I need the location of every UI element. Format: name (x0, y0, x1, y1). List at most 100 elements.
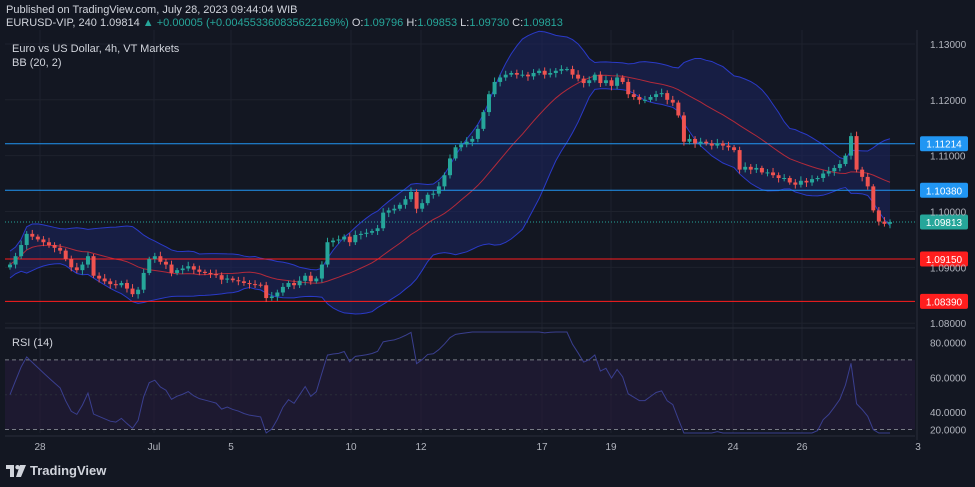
ohlc-legend: EURUSD-VIP, 240 1.09814 ▲ +0.00005 (+0.0… (6, 17, 563, 29)
candle-119 (670, 99, 675, 103)
candle-73 (414, 191, 419, 209)
candle-127 (715, 143, 720, 146)
candle-157 (882, 221, 887, 224)
candle-140 (787, 178, 792, 183)
rsi-tick-label-3: 20.0000 (930, 426, 967, 437)
candle-66 (375, 228, 380, 232)
x-tick-label-7: 24 (727, 442, 739, 453)
candle-80 (453, 147, 458, 159)
candle-135 (759, 167, 764, 173)
candle-154 (865, 176, 870, 187)
candles-layer (8, 65, 892, 302)
candle-132 (743, 166, 748, 170)
candle-21 (124, 282, 129, 289)
candle-86 (486, 94, 491, 113)
candle-149 (837, 164, 842, 168)
candle-52 (297, 280, 302, 286)
rsi-indicator-label[interactable]: RSI (14) (12, 337, 53, 349)
candle-76 (431, 193, 436, 195)
candle-53 (303, 275, 308, 281)
rsi-panel (5, 327, 915, 434)
candle-65 (370, 231, 375, 233)
candle-38 (219, 275, 224, 280)
candle-26 (152, 256, 157, 259)
candle-120 (676, 102, 681, 116)
candle-14 (85, 256, 90, 265)
last-price-value: 1.09814 (99, 17, 140, 29)
x-tick-label-3: 10 (345, 442, 357, 453)
x-tick-label-6: 19 (605, 442, 617, 453)
low-value: 1.09730 (469, 17, 510, 29)
y-tick-label-3: 1.10000 (930, 208, 967, 219)
candle-106 (598, 74, 603, 84)
bb-indicator-label[interactable]: BB (20, 2) (12, 57, 62, 69)
candle-136 (765, 172, 770, 174)
candle-94 (531, 73, 536, 77)
candle-144 (810, 179, 815, 183)
candle-0 (8, 264, 12, 268)
candle-129 (726, 145, 731, 148)
candle-17 (102, 278, 107, 282)
candle-62 (353, 234, 358, 243)
x-tick-label-9: 3 (915, 442, 921, 453)
candle-24 (141, 272, 146, 290)
candle-121 (681, 115, 686, 142)
candle-118 (665, 93, 670, 100)
candle-82 (464, 141, 469, 145)
candle-89 (503, 74, 508, 78)
candle-47 (269, 296, 274, 299)
candle-95 (537, 70, 542, 74)
level-badge-1 (920, 182, 968, 198)
candle-152 (854, 136, 859, 170)
rsi-tick-label-2: 40.0000 (930, 408, 967, 419)
candle-30 (175, 270, 180, 273)
candle-64 (364, 232, 369, 234)
candle-131 (737, 150, 742, 170)
candle-84 (475, 128, 480, 139)
candle-58 (331, 240, 336, 243)
candle-107 (603, 80, 608, 84)
candle-27 (158, 256, 163, 262)
last-price-label: 1.09813 (926, 218, 963, 229)
candle-114 (642, 99, 647, 101)
candle-155 (871, 186, 876, 211)
candle-100 (564, 69, 569, 71)
horizontal-levels: 1.11214 1.10380 1.09150 1.08390 1.09813 (5, 136, 968, 309)
candle-97 (548, 73, 553, 75)
candle-12 (74, 267, 79, 271)
level-label-0: 1.11214 (926, 140, 962, 151)
candle-25 (147, 258, 152, 273)
level-label-1: 1.10380 (926, 186, 963, 197)
candle-125 (704, 141, 709, 144)
level-badge-2 (920, 251, 968, 267)
candle-39 (225, 278, 230, 280)
candle-3 (24, 233, 29, 246)
candle-36 (208, 272, 213, 275)
logo-text: TradingView (30, 463, 107, 478)
candle-61 (347, 236, 352, 243)
candle-102 (576, 74, 581, 79)
candle-32 (186, 266, 191, 269)
change-value: ▲ +0.00005 (+0.004553360835622169%) (142, 17, 349, 29)
tradingview-logo-icon (6, 464, 26, 477)
rsi-line (9, 331, 890, 434)
candle-67 (381, 212, 386, 229)
candle-87 (492, 81, 497, 95)
candle-139 (782, 178, 787, 179)
candle-41 (236, 280, 241, 282)
candle-98 (553, 70, 558, 74)
bb-lower-band (9, 88, 891, 315)
candle-91 (514, 73, 519, 75)
candle-20 (119, 282, 124, 286)
candle-33 (191, 266, 196, 270)
candle-142 (798, 180, 803, 185)
candle-70 (397, 204, 402, 209)
candle-11 (69, 258, 74, 268)
candle-150 (843, 155, 848, 165)
candle-126 (709, 143, 714, 146)
candle-1 (13, 256, 18, 265)
rsi-tick-label-0: 80.0000 (930, 338, 967, 349)
symbol-description[interactable]: Euro vs US Dollar, 4h, VT Markets (12, 43, 180, 55)
tradingview-logo[interactable]: TradingView (6, 463, 106, 478)
